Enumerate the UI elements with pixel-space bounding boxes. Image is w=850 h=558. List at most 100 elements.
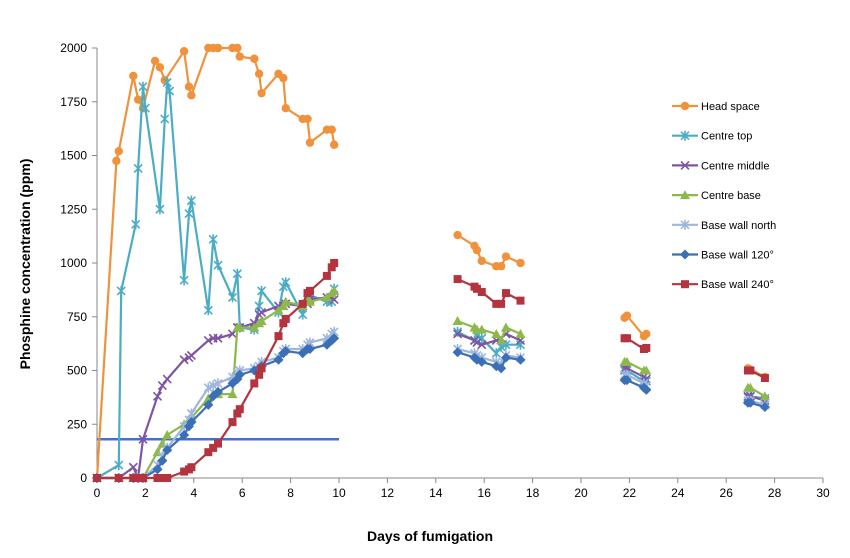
data-point xyxy=(477,340,487,350)
series-layer xyxy=(92,43,770,483)
data-point xyxy=(254,69,264,79)
data-point xyxy=(273,354,284,365)
y-tick-label: 0 xyxy=(80,471,87,485)
data-point xyxy=(186,417,197,428)
data-point xyxy=(255,370,264,379)
x-tick-label: 30 xyxy=(816,486,830,500)
data-point xyxy=(279,73,288,83)
data-point xyxy=(179,275,189,286)
data-point xyxy=(501,289,510,298)
series-line xyxy=(96,81,336,479)
data-point xyxy=(476,356,487,367)
data-point xyxy=(187,463,196,472)
data-point xyxy=(256,307,267,318)
data-point xyxy=(472,284,481,293)
x-tick-label: 22 xyxy=(623,486,637,500)
legend-entry: Base wall north xyxy=(672,219,776,232)
data-point xyxy=(472,245,482,255)
series-3 xyxy=(92,285,770,482)
legend-label: Base wall 120° xyxy=(701,250,774,262)
series-5 xyxy=(92,333,770,483)
legend-entry: Base wall 240° xyxy=(672,279,774,291)
data-point xyxy=(204,448,213,457)
x-tick-label: 18 xyxy=(526,486,540,500)
legend-marker xyxy=(680,249,690,260)
legend-entry: Centre top xyxy=(672,131,752,143)
data-point xyxy=(209,443,218,452)
series-4 xyxy=(92,326,770,483)
data-point xyxy=(453,275,462,284)
data-point xyxy=(280,296,291,306)
data-point xyxy=(759,391,770,401)
x-tick-label: 12 xyxy=(381,486,395,500)
x-tick-label: 28 xyxy=(768,486,782,500)
x-tick-label: 24 xyxy=(671,486,685,500)
data-point xyxy=(227,292,238,303)
data-point xyxy=(213,378,223,389)
data-point xyxy=(250,379,259,388)
data-point xyxy=(516,296,525,305)
data-point xyxy=(160,113,170,124)
data-point xyxy=(491,348,501,359)
data-point xyxy=(114,147,123,156)
x-tick-label: 14 xyxy=(429,486,443,500)
data-point xyxy=(327,263,336,272)
data-point xyxy=(179,47,189,56)
data-point xyxy=(128,462,138,472)
x-tick-label: 6 xyxy=(239,486,246,500)
legend-entry: Centre base xyxy=(672,190,761,202)
data-point xyxy=(322,271,331,280)
data-point xyxy=(327,125,336,134)
data-point xyxy=(621,375,632,386)
data-point xyxy=(213,43,223,53)
data-point xyxy=(497,299,506,308)
data-point xyxy=(203,305,213,316)
data-point xyxy=(150,56,160,66)
data-point xyxy=(477,288,486,297)
data-point xyxy=(305,138,315,147)
legend-label: Base wall 240° xyxy=(701,279,774,291)
data-point xyxy=(133,163,143,174)
data-point xyxy=(281,277,291,288)
legend-entry: Centre middle xyxy=(672,160,769,172)
data-point xyxy=(760,374,769,383)
data-point xyxy=(114,474,123,482)
series-line xyxy=(457,234,521,268)
data-point xyxy=(641,365,652,375)
y-tick-label: 1750 xyxy=(60,95,87,109)
data-point xyxy=(759,402,770,413)
data-point xyxy=(329,140,339,149)
data-point xyxy=(500,322,511,332)
data-point xyxy=(501,252,511,261)
data-point xyxy=(500,352,511,363)
data-point xyxy=(280,346,291,357)
data-point xyxy=(165,86,175,96)
data-point xyxy=(234,369,245,380)
series-6 xyxy=(93,259,769,482)
data-point xyxy=(157,380,167,391)
data-point xyxy=(622,311,632,320)
data-point xyxy=(496,363,507,374)
data-point xyxy=(329,285,340,295)
data-point xyxy=(303,114,312,124)
data-point xyxy=(162,445,173,456)
x-tick-label: 8 xyxy=(287,486,294,500)
data-point xyxy=(256,285,267,296)
data-point xyxy=(304,344,315,354)
y-tick-label: 2000 xyxy=(60,41,87,55)
data-point xyxy=(208,380,218,391)
legend-label: Centre top xyxy=(701,131,752,143)
data-point xyxy=(279,319,288,328)
data-point xyxy=(186,350,196,361)
data-point xyxy=(281,104,290,113)
data-point xyxy=(235,52,244,61)
x-tick-label: 10 xyxy=(332,486,346,500)
y-tick-label: 1250 xyxy=(60,202,87,216)
x-tick-label: 26 xyxy=(720,486,734,500)
y-axis-title: Phosphine concentration (ppm) xyxy=(17,159,33,370)
x-tick-label: 16 xyxy=(478,486,492,500)
data-point xyxy=(281,314,290,323)
x-tick-label: 2 xyxy=(142,486,149,500)
data-point xyxy=(622,334,631,343)
